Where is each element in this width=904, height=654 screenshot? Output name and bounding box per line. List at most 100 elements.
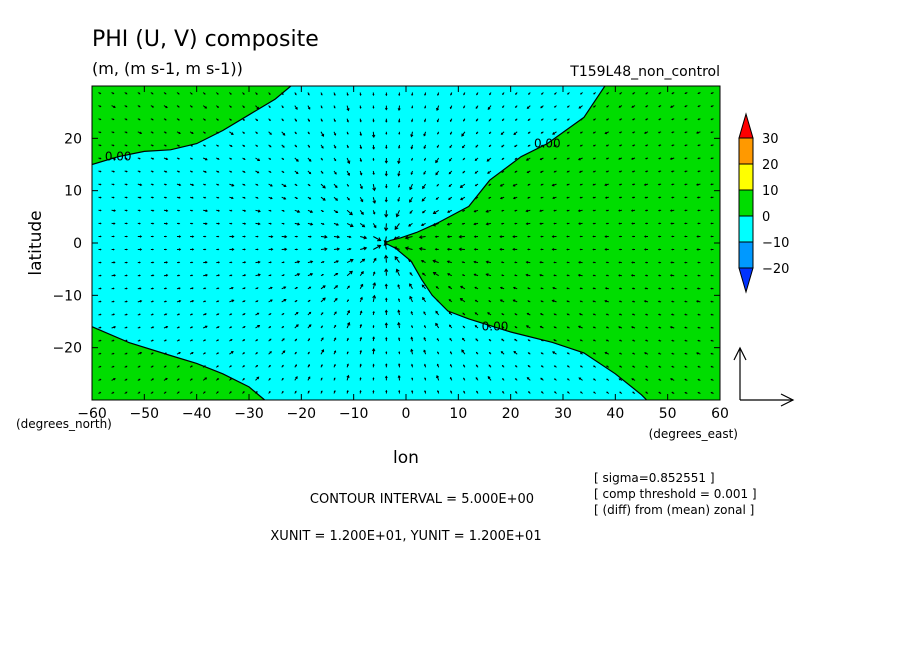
wind-vector	[643, 235, 648, 238]
contour-label: 0.00	[482, 320, 509, 334]
wind-vector	[499, 235, 505, 238]
wind-vector	[176, 391, 180, 394]
wind-vector	[474, 196, 479, 200]
wind-vector	[551, 183, 557, 187]
wind-vector	[281, 299, 287, 303]
wind-vector	[657, 261, 662, 264]
wind-vector	[605, 326, 609, 329]
wind-vector	[684, 131, 688, 134]
colorbar-label: −10	[762, 236, 789, 251]
wind-vector	[98, 222, 102, 225]
wind-vector	[150, 196, 155, 199]
wind-vector	[111, 131, 115, 134]
positive-region-east	[385, 86, 720, 400]
wind-vector	[684, 144, 688, 147]
wind-vector	[320, 170, 324, 174]
wind-vector	[631, 170, 636, 173]
wind-vector	[670, 170, 675, 173]
wind-vector	[307, 222, 314, 226]
wind-vector	[164, 235, 168, 238]
colorbar-label: −20	[762, 262, 789, 277]
wind-vector	[421, 196, 426, 202]
wind-vector	[359, 196, 364, 203]
wind-vector	[124, 352, 128, 355]
wind-vector	[447, 209, 453, 213]
wind-vector	[372, 105, 375, 109]
wind-vector	[473, 222, 479, 226]
wind-vector	[512, 196, 518, 200]
wind-vector	[137, 274, 141, 277]
x-tick-label: 50	[659, 406, 677, 422]
wind-vector	[359, 283, 364, 290]
wind-vector	[216, 287, 220, 290]
wind-vector	[618, 287, 622, 290]
wind-vector	[398, 337, 401, 342]
wind-vector	[489, 92, 492, 96]
wind-vector	[411, 363, 414, 368]
wind-vector	[657, 131, 662, 134]
wind-vector	[684, 326, 688, 329]
wind-vector	[462, 337, 466, 342]
wind-vector	[420, 222, 426, 226]
wind-vector	[307, 131, 310, 135]
wind-vector	[606, 378, 610, 381]
wind-vector	[618, 339, 623, 342]
wind-vector	[566, 365, 570, 368]
wind-vector	[410, 311, 413, 316]
wind-vector	[461, 261, 466, 264]
wind-vector	[394, 256, 400, 263]
wind-vector	[488, 287, 492, 290]
wind-vector	[632, 144, 636, 147]
wind-vector	[294, 300, 298, 303]
wind-vector	[229, 365, 232, 368]
wind-vector	[499, 299, 505, 303]
wind-vector	[578, 222, 583, 225]
wind-vector	[203, 273, 209, 277]
wind-vector	[657, 274, 662, 277]
wind-vector	[111, 92, 115, 95]
wind-vector	[449, 105, 453, 110]
wind-vector	[657, 209, 662, 212]
wind-vector	[618, 183, 623, 186]
wind-vector	[437, 390, 440, 394]
wind-vector	[150, 157, 155, 160]
wind-vector	[111, 300, 115, 303]
x-tick-label: 30	[554, 406, 572, 422]
x-tick-label: 20	[502, 406, 520, 422]
wind-vector	[696, 287, 701, 290]
wind-vector	[189, 170, 194, 173]
wind-vector	[359, 258, 366, 263]
wind-vector	[124, 287, 128, 290]
y-tick-label: 20	[64, 131, 82, 147]
wind-vector	[346, 309, 350, 316]
wind-vector	[98, 209, 102, 212]
wind-vector	[137, 326, 141, 329]
wind-vector	[307, 209, 314, 213]
wind-vector	[294, 183, 298, 186]
wind-vector	[436, 375, 440, 381]
wind-vector	[513, 351, 518, 355]
wind-vector	[397, 170, 401, 177]
wind-vector	[684, 313, 688, 316]
wind-vector	[671, 144, 675, 147]
wind-vector	[281, 144, 285, 148]
wind-vector	[294, 273, 301, 277]
wind-vector	[150, 274, 155, 277]
wind-vector	[473, 209, 479, 213]
wind-vector	[671, 339, 675, 342]
wind-vector	[409, 196, 413, 203]
wind-vector	[473, 248, 479, 251]
wind-vector	[294, 287, 298, 290]
wind-vector	[409, 183, 413, 191]
wind-vector	[216, 274, 221, 277]
wind-vector	[111, 196, 115, 199]
wind-vector	[294, 105, 298, 110]
wind-vector	[644, 287, 649, 290]
wind-vector	[346, 321, 351, 329]
wind-vector	[242, 378, 245, 381]
wind-vector	[307, 105, 311, 110]
wind-vector	[604, 235, 609, 238]
wind-vector	[397, 183, 401, 188]
wind-vector	[553, 326, 557, 329]
wind-vector	[203, 300, 207, 303]
